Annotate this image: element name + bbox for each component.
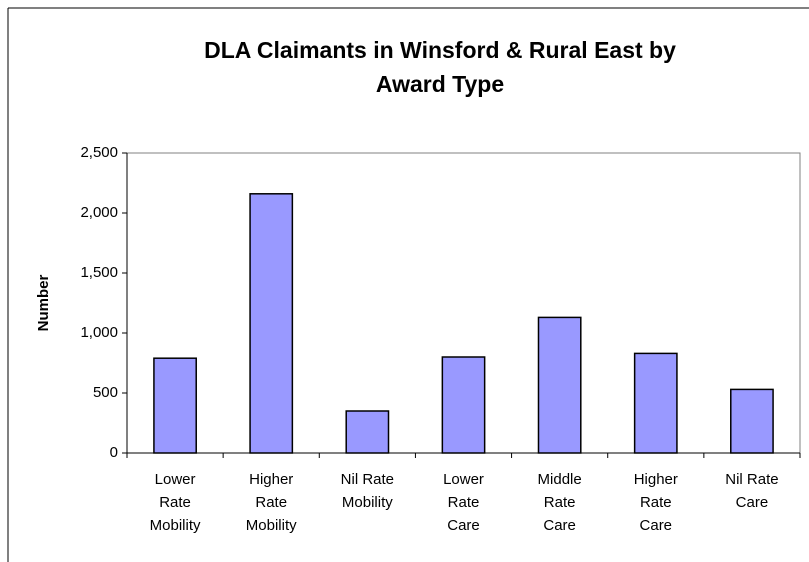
x-tick-label: Mobility — [150, 517, 201, 534]
x-tick-label: Care — [736, 494, 769, 511]
y-tick-label: 2,000 — [80, 204, 118, 221]
y-tick-label: 1,000 — [80, 324, 118, 341]
bar — [441, 356, 486, 454]
y-tick-label: 0 — [110, 444, 118, 461]
x-tick-label: Rate — [448, 494, 480, 511]
y-axis-label: Number — [35, 275, 52, 332]
x-tick-label: Higher — [634, 471, 678, 488]
x-tick-label: Lower — [155, 471, 196, 488]
x-tick-label: Rate — [255, 494, 287, 511]
bar — [345, 410, 390, 454]
y-tick-label: 1,500 — [80, 264, 118, 281]
x-tick-label: Care — [447, 517, 480, 534]
chart-title: DLA Claimants in Winsford & Rural East b… — [204, 37, 676, 63]
x-tick-label: Lower — [443, 471, 484, 488]
bar — [249, 193, 294, 454]
x-tick-label: Middle — [538, 471, 582, 488]
bar — [537, 316, 582, 454]
x-tick-label: Rate — [544, 494, 576, 511]
x-tick-label: Mobility — [342, 494, 393, 511]
bar — [730, 388, 774, 454]
chart-title: Award Type — [376, 71, 504, 97]
y-tick-label: 2,500 — [80, 144, 118, 161]
bar — [153, 357, 197, 454]
bar — [633, 352, 678, 454]
y-tick-label: 500 — [93, 384, 118, 401]
x-tick-label: Higher — [249, 471, 293, 488]
x-tick-label: Nil Rate — [341, 471, 394, 488]
x-tick-label: Rate — [159, 494, 191, 511]
x-tick-label: Rate — [640, 494, 672, 511]
x-tick-label: Mobility — [246, 517, 297, 534]
x-tick-label: Nil Rate — [725, 471, 778, 488]
x-tick-label: Care — [640, 517, 673, 534]
x-tick-label: Care — [543, 517, 576, 534]
